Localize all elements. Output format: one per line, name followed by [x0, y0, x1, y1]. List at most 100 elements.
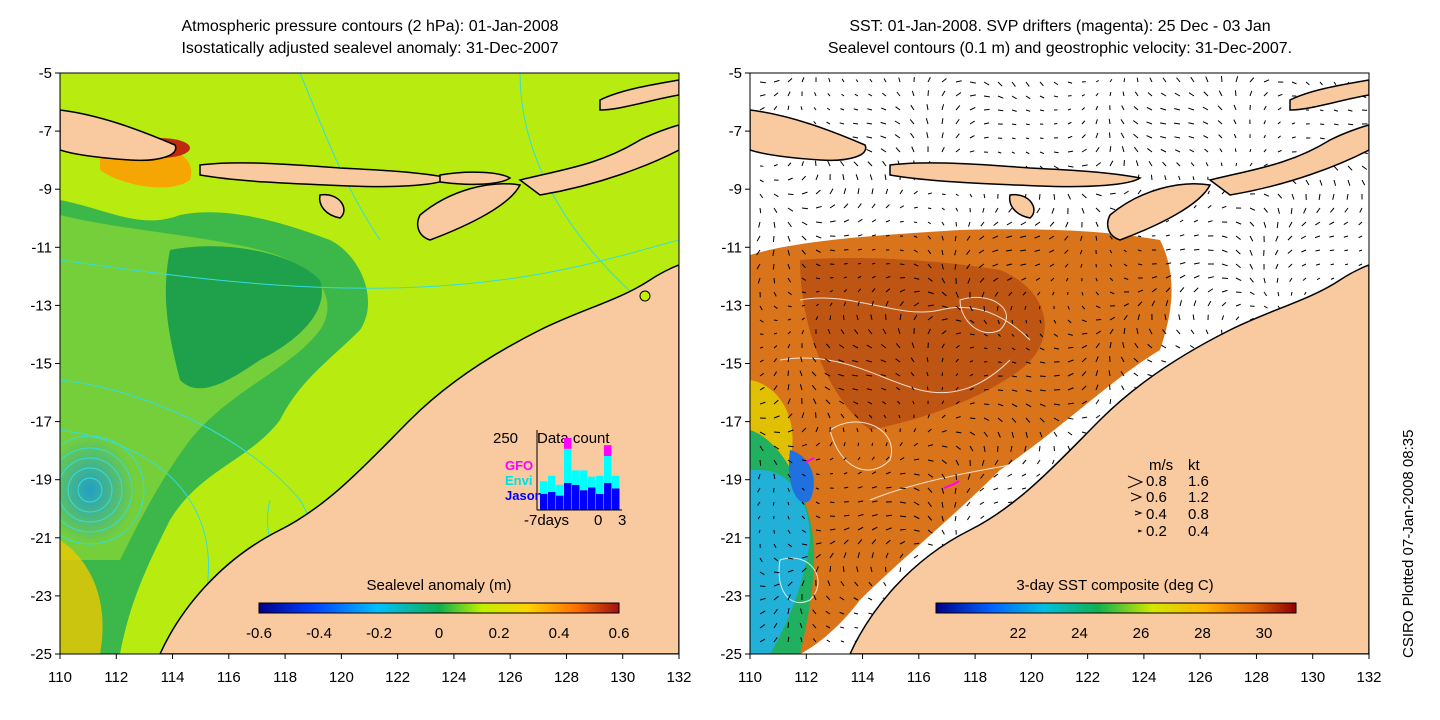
velocity-arrow: [1007, 473, 1013, 477]
velocity-arrow: [799, 384, 803, 391]
velocity-arrow: [1020, 263, 1027, 266]
velocity-arrow: [1081, 94, 1085, 97]
velocity-arrow: [773, 399, 779, 405]
velocity-arrow: [759, 585, 766, 588]
velocity-arrow: [1275, 263, 1279, 270]
velocity-arrow: [1147, 373, 1153, 377]
velocity-arrow: [871, 188, 874, 195]
velocity-arrow: [857, 218, 863, 223]
velocity-arrow: [955, 92, 962, 97]
velocity-arrow: [829, 540, 836, 545]
velocity-arrow: [927, 221, 932, 225]
velocity-arrow: [913, 235, 918, 238]
right-xtick-label: 122: [1075, 669, 1100, 686]
velocity-arrow: [1218, 90, 1223, 97]
velocity-arrow: [941, 330, 947, 335]
velocity-arrow: [1165, 300, 1169, 307]
australia-landmass-right: [849, 264, 1369, 654]
velocity-arrow: [969, 417, 976, 420]
velocity-arrow: [1179, 234, 1185, 237]
velocity-arrow: [884, 174, 887, 181]
velocity-arrow: [1160, 122, 1167, 125]
velocity-arrow: [899, 567, 902, 573]
velocity-arrow: [927, 77, 931, 83]
velocity-arrow: [885, 456, 890, 461]
velocity-arrow: [801, 501, 805, 505]
velocity-arrow: [866, 344, 873, 349]
velocity-arrow: [1136, 328, 1139, 335]
velocity-arrow: [843, 539, 849, 545]
velocity-arrow: [1193, 262, 1200, 265]
velocity-arrow: [825, 610, 831, 615]
velocity-arrow: [1081, 385, 1087, 391]
velocity-arrow: [1344, 263, 1349, 266]
velocity-arrow: [955, 118, 960, 125]
velocity-arrow: [1123, 249, 1127, 253]
sst-cold-spot: [789, 450, 814, 503]
velocity-arrow: [966, 515, 971, 521]
data-count-bar-jason: [564, 483, 572, 510]
velocity-arrow: [838, 373, 845, 377]
velocity-arrow: [885, 442, 888, 447]
velocity-arrow: [883, 581, 887, 587]
velocity-legend-ms-header: m/s: [1149, 457, 1173, 474]
velocity-arrow: [1291, 81, 1297, 85]
data-count-bar-envi: [612, 475, 620, 489]
velocity-arrow: [927, 515, 933, 521]
velocity-arrow: [1053, 95, 1059, 98]
velocity-arrow: [1135, 160, 1139, 167]
velocity-arrow: [1333, 109, 1339, 112]
velocity-arrow: [1095, 92, 1099, 97]
velocity-arrow: [1162, 77, 1167, 83]
colorbar-tick-label: 24: [1071, 625, 1088, 642]
velocity-arrow: [854, 329, 859, 335]
velocity-arrow: [773, 277, 776, 284]
velocity-arrow: [801, 191, 808, 195]
velocity-arrow: [1038, 193, 1041, 200]
velocity-arrow: [1039, 417, 1045, 423]
velocity-arrow: [1207, 190, 1210, 195]
velocity-arrow: [1333, 165, 1339, 171]
velocity-arrow: [1203, 135, 1209, 139]
velocity-arrow: [773, 164, 778, 167]
velocity-arrow: [1025, 319, 1028, 324]
velocity-arrow: [813, 594, 817, 601]
velocity-arrow: [1051, 207, 1055, 214]
velocity-arrow: [1052, 291, 1055, 296]
velocity-arrow: [1160, 107, 1167, 111]
velocity-arrow: [941, 357, 944, 363]
velocity-arrow: [1189, 345, 1195, 349]
velocity-arrow: [1095, 305, 1101, 309]
velocity-arrow: [1202, 121, 1209, 125]
velocity-arrow: [967, 473, 971, 480]
velocity-arrow: [787, 263, 791, 270]
velocity-arrow: [853, 161, 859, 167]
velocity-arrow: [1025, 361, 1031, 364]
velocity-arrow: [941, 372, 944, 377]
velocity-arrow: [787, 543, 793, 548]
left-map-title: Atmospheric pressure contours (2 hPa): 0…: [60, 16, 680, 60]
velocity-arrow: [787, 594, 791, 601]
data-count-bar-jason: [580, 490, 588, 510]
right-xtick-label: 112: [794, 669, 818, 686]
velocity-arrow: [759, 557, 763, 563]
velocity-arrow: [871, 442, 874, 447]
velocity-arrow: [773, 473, 776, 480]
velocity-arrow: [1249, 77, 1255, 83]
velocity-arrow: [899, 276, 905, 279]
velocity-arrow: [1095, 370, 1099, 377]
velocity-arrow: [1347, 123, 1354, 126]
velocity-arrow: [896, 387, 901, 391]
velocity-arrow: [826, 639, 831, 643]
velocity-arrow: [855, 174, 859, 181]
right-ytick-label: -7: [729, 123, 742, 140]
velocity-arrow: [1108, 132, 1111, 139]
velocity-arrow: [815, 566, 819, 573]
velocity-arrow: [773, 622, 778, 629]
velocity-arrow: [1148, 160, 1153, 167]
velocity-arrow: [828, 77, 831, 83]
velocity-row-3-kt: 0.8: [1188, 506, 1209, 523]
velocity-arrow: [880, 148, 887, 153]
velocity-arrow: [880, 373, 887, 377]
